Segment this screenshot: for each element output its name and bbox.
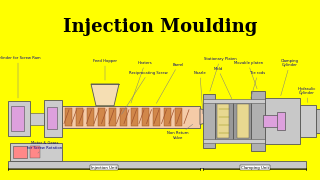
Bar [10, 143, 62, 161]
Bar [62, 106, 200, 127]
Bar [237, 104, 249, 138]
Text: Heaters: Heaters [131, 61, 152, 103]
Text: Clamping Unit: Clamping Unit [241, 166, 269, 170]
Text: Movable platen: Movable platen [234, 61, 262, 89]
Bar [153, 108, 160, 126]
Polygon shape [91, 84, 119, 106]
Bar [316, 109, 320, 133]
Bar [164, 108, 171, 126]
Bar [265, 98, 300, 144]
Bar [131, 108, 138, 126]
Bar [44, 100, 62, 138]
Bar [203, 94, 215, 148]
Bar [65, 108, 72, 126]
Text: Injection Moulding: Injection Moulding [63, 18, 257, 36]
Text: Feed Hopper: Feed Hopper [93, 59, 117, 80]
Bar [11, 106, 24, 131]
Bar [120, 108, 127, 126]
Text: Nozzle: Nozzle [194, 71, 206, 114]
Bar [47, 107, 57, 129]
Bar [175, 108, 182, 126]
Bar [87, 108, 94, 126]
Bar [277, 112, 285, 130]
Text: Reciprocating Screw: Reciprocating Screw [122, 71, 167, 114]
Text: Stationary Platen: Stationary Platen [204, 57, 236, 91]
Text: Hydraulic
Cylinder: Hydraulic Cylinder [298, 87, 316, 102]
Bar [233, 101, 251, 141]
Bar [109, 108, 116, 126]
Text: Barrel: Barrel [156, 63, 184, 103]
Text: Mold: Mold [213, 67, 232, 99]
Bar [98, 108, 105, 126]
Bar [142, 108, 149, 126]
Text: Injection Unit: Injection Unit [91, 166, 117, 170]
Text: Non Return
Valve: Non Return Valve [167, 124, 193, 140]
Bar [263, 115, 280, 127]
Text: Tie rods: Tie rods [250, 71, 266, 98]
Text: Cylinder for Screw Ram: Cylinder for Screw Ram [0, 56, 40, 98]
Bar [8, 101, 30, 136]
Polygon shape [200, 109, 220, 125]
Bar [217, 104, 229, 138]
Bar [215, 101, 233, 141]
Text: Motor & Gears
for Screw Rotation: Motor & Gears for Screw Rotation [28, 141, 63, 153]
Text: Clamping
Cylinder: Clamping Cylinder [281, 59, 299, 96]
Bar [76, 108, 83, 126]
Bar [30, 146, 40, 158]
Bar [300, 105, 316, 137]
Bar [251, 91, 265, 151]
Bar [203, 139, 285, 143]
Bar [13, 146, 27, 158]
Bar [8, 161, 306, 168]
Bar [203, 99, 285, 103]
Bar [30, 113, 44, 125]
